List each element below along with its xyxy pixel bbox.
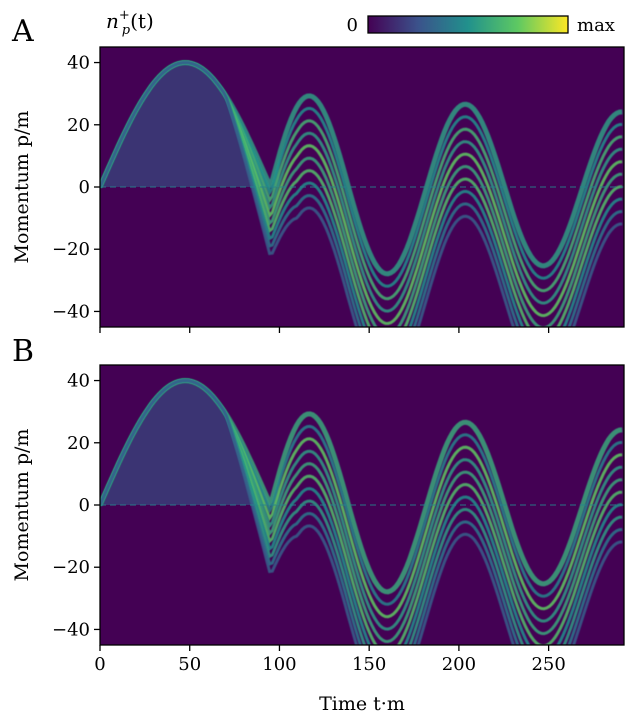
y-tick-label: 20 [67,433,90,454]
y-tick-label: −40 [52,619,90,640]
colorbar-label-arg: (t) [130,9,154,33]
colorbar-min-label: 0 [347,15,358,36]
x-axis-title: Time t·m [319,693,405,714]
colorbar-label-sub: p [122,23,131,38]
y-tick-label: −20 [52,557,90,578]
envelope-fill [100,380,280,505]
svg-text:n+p(t): n+ p(t) [106,8,154,38]
y-tick-label: 20 [67,115,90,136]
y-tick-label: 40 [67,371,90,392]
colorbar-label: n+ p(t) [106,8,154,38]
x-tick-label: 100 [262,654,296,675]
y-tick-label: −40 [52,301,90,322]
panel-label-a: A [11,14,34,49]
x-tick-label: 50 [178,654,201,675]
y-axis-a: 40 20 0 −20 −40 [52,53,100,322]
envelope-fill [100,62,280,187]
panel-label-b: B [12,334,34,369]
x-axis-a [99,327,550,333]
y-tick-label: 0 [79,495,90,516]
colorbar [367,15,569,34]
colorbar-label-sup: + [119,8,130,23]
y-axis-title-b: Momentum p/m [11,429,33,582]
colorbar-max-label: max [577,15,615,36]
panel-a: A 40 20 0 −20 −40 Momentum p/m [11,14,625,333]
x-axis-b: 0 50 100 150 200 250 [94,645,566,675]
x-tick-label: 200 [442,654,476,675]
y-axis-title-a: Momentum p/m [11,111,33,264]
heatmap-band [100,61,623,327]
y-tick-label: 0 [79,177,90,198]
heatmap-band [100,379,623,645]
heatmap-a [100,60,624,327]
y-tick-label: 40 [67,53,90,74]
x-tick-label: 250 [531,654,565,675]
x-tick-label: 0 [94,654,105,675]
x-tick-label: 150 [352,654,386,675]
y-tick-label: −20 [52,239,90,260]
heatmap-b [100,378,624,645]
y-axis-b: 40 20 0 −20 −40 [52,371,100,640]
colorbar-label-base: n [106,9,119,33]
